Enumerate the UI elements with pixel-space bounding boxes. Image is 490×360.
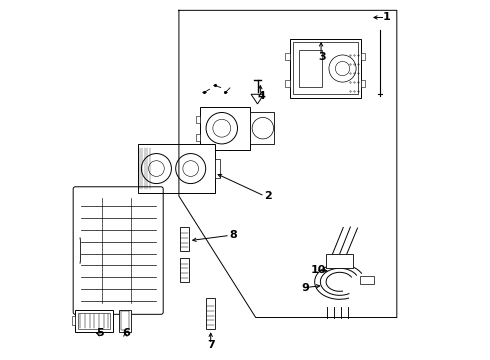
Text: 2: 2 xyxy=(264,191,272,201)
Bar xyxy=(290,39,361,98)
Bar xyxy=(78,312,110,329)
Bar xyxy=(196,116,200,123)
Bar xyxy=(200,107,250,150)
Bar xyxy=(361,80,366,87)
Text: 1: 1 xyxy=(382,13,390,22)
Bar xyxy=(298,50,322,87)
Text: 9: 9 xyxy=(301,283,309,293)
Bar xyxy=(361,53,366,60)
Bar xyxy=(360,276,374,284)
Bar xyxy=(215,158,220,178)
Text: 4: 4 xyxy=(257,91,265,101)
Polygon shape xyxy=(251,94,264,104)
Bar xyxy=(326,254,353,267)
Bar xyxy=(285,80,290,87)
Bar xyxy=(119,310,131,332)
Bar xyxy=(285,53,290,60)
Bar xyxy=(196,134,200,141)
Text: 6: 6 xyxy=(122,328,130,338)
Bar xyxy=(206,298,215,329)
Bar xyxy=(138,144,215,193)
Bar xyxy=(180,227,189,251)
Bar xyxy=(250,112,273,144)
Bar xyxy=(180,257,189,282)
Text: 7: 7 xyxy=(207,340,215,350)
Bar xyxy=(121,311,129,330)
Text: 5: 5 xyxy=(97,328,104,338)
Text: 10: 10 xyxy=(311,265,326,275)
Bar xyxy=(75,310,113,332)
Bar xyxy=(293,42,358,94)
Text: 3: 3 xyxy=(318,52,326,62)
Text: 8: 8 xyxy=(230,230,238,240)
Bar xyxy=(72,316,75,325)
